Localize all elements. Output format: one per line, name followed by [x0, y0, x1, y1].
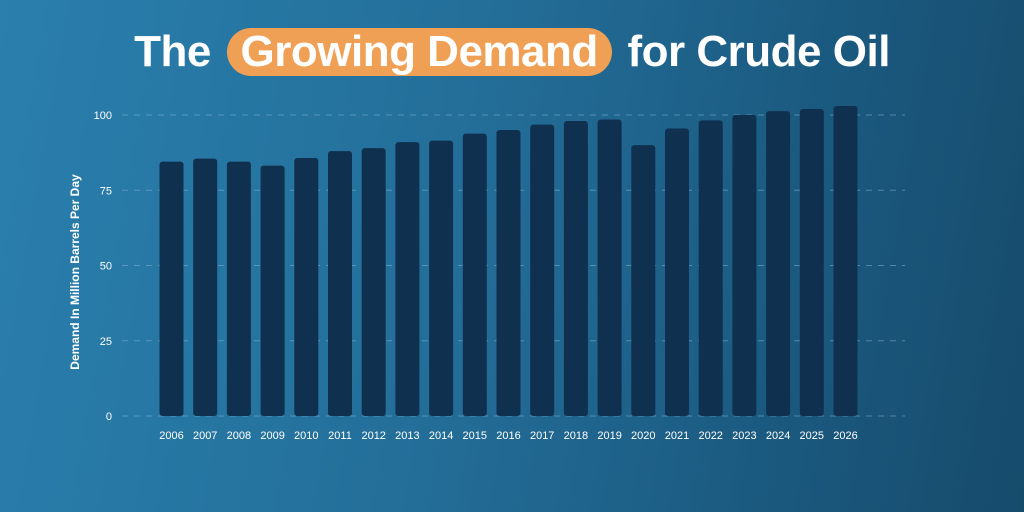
y-axis-ticks: 0 25 50 75 100 [94, 110, 112, 423]
bar-2012 [361, 148, 386, 417]
bar-2025 [799, 108, 824, 416]
y-tick-label: 25 [100, 336, 112, 348]
bar-2020 [631, 145, 656, 416]
bar-2018 [563, 121, 588, 417]
y-tick-label: 0 [106, 411, 112, 423]
y-tick-label: 75 [100, 185, 112, 197]
x-tick-label: 2020 [631, 430, 655, 442]
title-prefix: The [134, 27, 211, 76]
y-axis-label: Demand In Million Barrels Per Day [68, 174, 82, 370]
bar-2010 [294, 158, 319, 416]
x-tick-label: 2011 [328, 430, 352, 442]
bar-2014 [429, 140, 454, 416]
x-tick-label: 2007 [193, 430, 217, 442]
bar-2019 [597, 119, 622, 416]
x-tick-label: 2010 [294, 430, 318, 442]
x-tick-label: 2021 [665, 430, 689, 442]
bar-2008 [226, 161, 251, 416]
x-tick-label: 2015 [463, 430, 487, 442]
x-tick-label: 2014 [429, 430, 453, 442]
y-tick-label: 100 [94, 110, 112, 122]
bar-2015 [462, 133, 487, 417]
x-tick-label: 2006 [159, 430, 183, 442]
bar-2007 [193, 158, 218, 416]
x-tick-label: 2012 [361, 430, 385, 442]
x-tick-label: 2017 [530, 430, 554, 442]
bar-2022 [698, 120, 723, 416]
x-tick-label: 2009 [260, 430, 284, 442]
x-tick-label: 2026 [833, 430, 857, 442]
x-tick-label: 2023 [732, 430, 756, 442]
bar-2023 [732, 115, 757, 416]
bar-2006 [159, 161, 184, 416]
x-tick-label: 2016 [496, 430, 520, 442]
x-tick-label: 2025 [800, 430, 824, 442]
chart-title: The Growing Demand for Crude Oil [0, 24, 1024, 80]
bar-2017 [530, 124, 555, 416]
bar-2021 [665, 128, 689, 417]
bars [159, 105, 858, 417]
title-highlight: Growing Demand [226, 28, 612, 76]
y-tick-label: 50 [100, 261, 112, 273]
title-suffix: for Crude Oil [627, 27, 891, 76]
bar-2016 [496, 130, 521, 417]
bar-2026 [833, 105, 858, 416]
x-tick-label: 2019 [597, 430, 621, 442]
x-tick-label: 2013 [395, 430, 419, 442]
x-tick-label: 2018 [564, 430, 588, 442]
bar-2013 [395, 142, 420, 416]
x-tick-label: 2024 [766, 430, 790, 442]
bar-2009 [260, 165, 285, 416]
bar-2024 [766, 111, 791, 416]
x-axis-ticks: 2006 2007 2008 2009 2010 2011 2012 2013 2014 2015… [159, 430, 857, 442]
x-tick-label: 2008 [227, 430, 251, 442]
bar-2011 [328, 151, 352, 416]
x-tick-label: 2022 [698, 430, 722, 442]
